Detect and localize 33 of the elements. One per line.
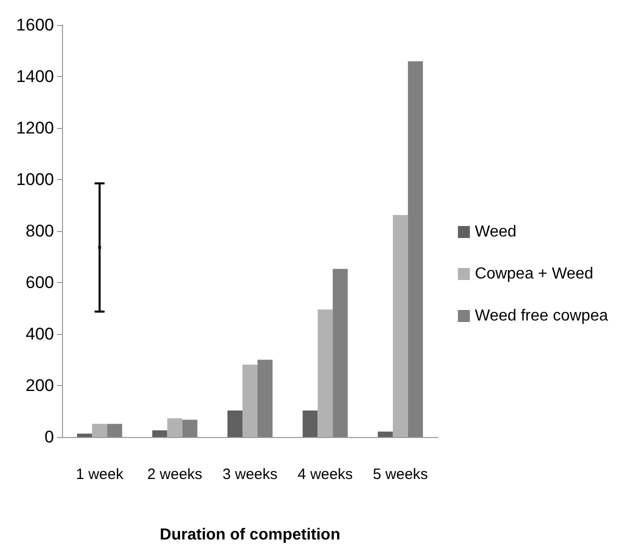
x-tick-label: 3 weeks [222,466,278,483]
bar [318,310,333,437]
y-tick-label: 200 [26,376,54,395]
bar [152,430,168,437]
bar [302,410,318,437]
x-tick-label: 5 weeks [372,466,428,483]
bar [227,410,242,437]
bar [167,418,182,437]
x-tick-label: 2 weeks [147,466,202,483]
y-tick-label: 0 [44,428,54,446]
x-tick-label: 1 week [76,466,124,483]
y-tick-label: 600 [26,273,54,292]
bar [378,432,393,437]
y-tick-label: 400 [26,324,54,344]
bar [92,424,108,437]
bar [107,424,122,437]
y-tick-label: 800 [26,222,54,240]
x-tick-label: 4 weeks [298,466,353,483]
bar [332,268,348,437]
bar [242,364,258,437]
bar [77,434,92,437]
legend-label: Cowpea + Weed [474,266,594,282]
bar [392,215,408,437]
x-axis-title: Duration of competition [160,526,340,544]
y-tick-label: 1000 [16,170,54,189]
bar [182,420,198,437]
bar [408,61,423,437]
y-tick-label: 1400 [16,67,54,86]
legend-label: Weed free cowpea [474,308,608,324]
y-tick-label: 1600 [16,16,54,34]
bar [258,360,273,437]
legend-label: Weed [474,224,516,240]
y-tick-label: 1200 [16,118,54,138]
